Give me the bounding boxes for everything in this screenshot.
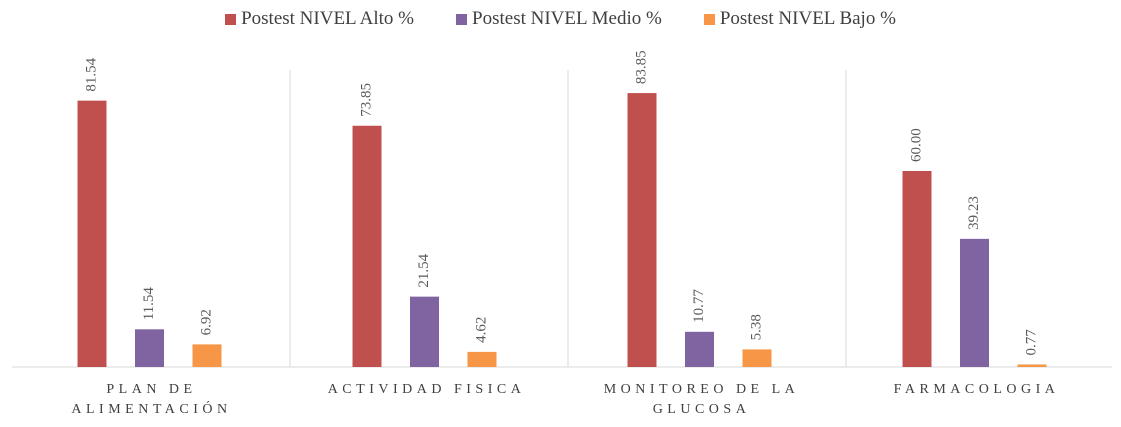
legend-label: Postest NIVEL Bajo % bbox=[719, 8, 896, 29]
value-label: 60.00 bbox=[908, 128, 924, 162]
legend-item: Postest NIVEL Medio % bbox=[456, 8, 662, 30]
value-label: 73.85 bbox=[358, 83, 374, 117]
x-tick-label: MONITOREO DE LA GLUCOSA bbox=[603, 382, 800, 417]
bar bbox=[192, 344, 222, 367]
legend-label: Postest NIVEL Alto % bbox=[241, 8, 415, 29]
value-label: 21.54 bbox=[416, 253, 432, 287]
bar bbox=[352, 125, 382, 367]
x-tick-label: FARMACOLOGIA bbox=[893, 382, 1060, 397]
value-label: 6.92 bbox=[198, 309, 214, 335]
bar bbox=[135, 329, 164, 367]
bar bbox=[77, 100, 107, 368]
bar bbox=[902, 171, 932, 367]
legend-label: Postest NIVEL Medio % bbox=[472, 8, 662, 29]
value-label: 0.77 bbox=[1023, 329, 1039, 356]
x-tick-label: ACTIVIDAD FISICA bbox=[327, 382, 526, 397]
legend-swatch bbox=[225, 13, 237, 25]
x-tick-label: PLAN DE ALIMENTACIÓN bbox=[71, 382, 232, 417]
value-label: 5.38 bbox=[748, 314, 764, 340]
value-label: 11.54 bbox=[141, 287, 157, 321]
legend-item: Postest NIVEL Bajo % bbox=[703, 8, 896, 30]
value-label: 83.85 bbox=[633, 50, 649, 84]
bar bbox=[627, 93, 657, 367]
legend-item: Postest NIVEL Alto % bbox=[225, 8, 414, 30]
value-label: 39.23 bbox=[966, 196, 982, 230]
legend-swatch bbox=[456, 13, 468, 25]
value-label: 4.62 bbox=[473, 317, 489, 343]
bar bbox=[410, 296, 439, 367]
bar bbox=[742, 349, 772, 367]
legend-swatch bbox=[703, 13, 715, 25]
bar bbox=[960, 238, 989, 367]
bar bbox=[685, 331, 714, 367]
value-label: 81.54 bbox=[83, 57, 99, 91]
value-label: 10.77 bbox=[691, 289, 707, 323]
legend: Postest NIVEL Alto % Postest NIVEL Medio … bbox=[0, 8, 1121, 30]
bar bbox=[467, 351, 497, 367]
bar bbox=[1017, 364, 1047, 367]
